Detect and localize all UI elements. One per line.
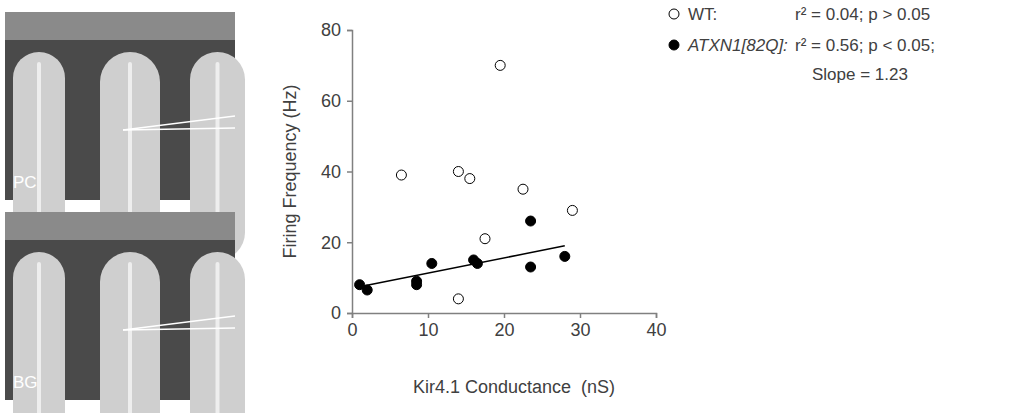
micrograph: PC: [5, 12, 245, 260]
chart: PC BG 0 10 20 30 40 0 20 40 60 80 Firing Frequency (…: [0, 0, 1014, 413]
point: [412, 280, 422, 290]
tick-label: 80: [321, 20, 341, 40]
annotation: Slope = 1.23: [812, 65, 908, 84]
tick: 10: [418, 313, 438, 340]
tick-label: 20: [494, 320, 514, 340]
y-axis-title: Firing Frequency (Hz): [280, 84, 300, 258]
tick: 40: [646, 313, 666, 340]
tick: 0: [331, 303, 352, 323]
legend-symbol: [669, 9, 679, 19]
electrode: [123, 328, 235, 330]
tick-mark: [656, 313, 658, 318]
tick: 0: [347, 313, 357, 340]
point: [495, 60, 505, 70]
electrode: [123, 316, 235, 330]
tick-label: 40: [321, 162, 341, 182]
tick-label: 40: [646, 320, 666, 340]
tick-mark: [347, 313, 352, 315]
legend-symbol: [669, 40, 679, 50]
point: [396, 170, 406, 180]
tick-label: 30: [570, 320, 590, 340]
point: [567, 205, 577, 215]
tick: 40: [321, 162, 352, 182]
electrode: [123, 116, 235, 130]
x-axis-title: Kir4.1 Conductance (nS): [413, 377, 615, 397]
tick-mark: [347, 101, 352, 103]
micrograph-band: [5, 212, 235, 240]
point: [453, 167, 463, 177]
point: [526, 262, 536, 272]
tick: 20: [494, 313, 514, 340]
axis-line: [353, 314, 657, 319]
folium: [13, 252, 65, 413]
plot-marks: [355, 60, 578, 303]
tick: 60: [321, 91, 352, 111]
folium-core: [216, 262, 220, 413]
tick-label: 0: [347, 320, 357, 340]
folium-core: [128, 262, 132, 413]
tick-mark: [347, 242, 352, 244]
micrograph-band: [5, 12, 235, 40]
tick-mark: [347, 30, 352, 32]
folium-core: [37, 262, 41, 413]
tick: 30: [570, 313, 590, 340]
point: [453, 294, 463, 304]
annotation: r² = 0.04; p > 0.05: [795, 5, 930, 24]
point: [560, 251, 570, 261]
legend-label: WT:: [688, 5, 717, 24]
panel-label: BG: [13, 373, 38, 392]
micrograph: BG: [5, 212, 245, 413]
point: [518, 184, 528, 194]
x-axis: 0 10 20 30 40: [347, 313, 666, 340]
tick-mark: [347, 171, 352, 173]
tick: 80: [321, 20, 352, 40]
fit-line: [356, 246, 565, 288]
folium: [100, 252, 160, 413]
point: [427, 258, 437, 268]
folium: [190, 252, 245, 413]
electrode: [123, 128, 235, 130]
tick-label: 10: [418, 320, 438, 340]
point: [480, 234, 490, 244]
axis-line: [347, 31, 353, 314]
point: [465, 174, 475, 184]
y-axis: 0 20 40 60 80: [321, 20, 353, 323]
tick-mark: [428, 313, 430, 318]
annotation: r² = 0.56; p < 0.05;: [795, 36, 935, 55]
tick-label: 20: [321, 233, 341, 253]
legend: WT: ATXN1[82Q]: r² = 0.04; p > 0.05 r² = 0.…: [669, 5, 935, 84]
tick-mark: [504, 313, 506, 318]
tick-mark: [580, 313, 582, 318]
point: [526, 216, 536, 226]
tick: 20: [321, 233, 352, 253]
legend-label: ATXN1[82Q]:: [687, 36, 788, 55]
panel-label: PC: [13, 173, 37, 192]
tick-label: 0: [331, 303, 341, 323]
tick-label: 60: [321, 91, 341, 111]
